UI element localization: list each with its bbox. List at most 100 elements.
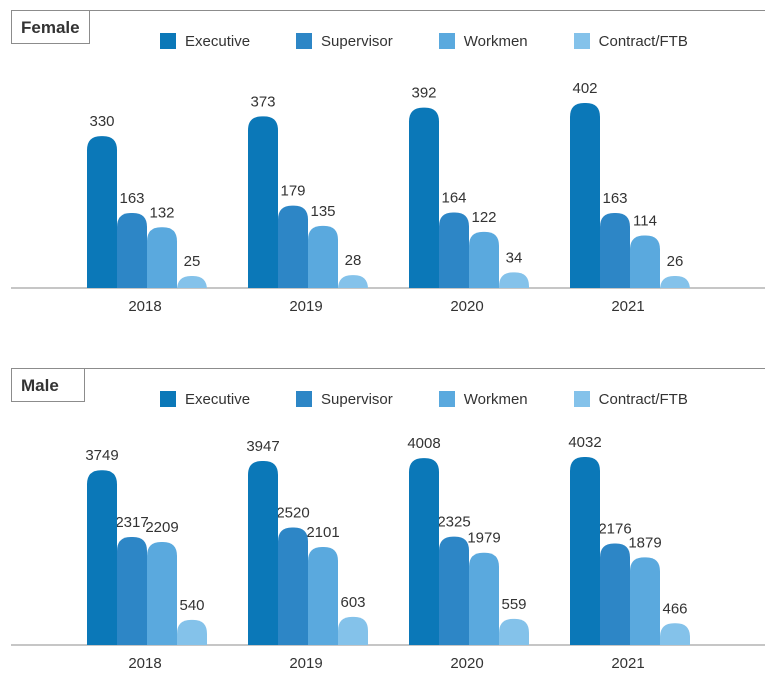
data-label: 2520	[276, 505, 309, 522]
bar-contract-ftb-2019	[338, 275, 368, 290]
data-label: 3947	[246, 438, 279, 455]
legend-label: Workmen	[463, 32, 528, 50]
legend-swatch	[438, 33, 455, 49]
bar-workmen-2020	[469, 231, 499, 288]
legend-swatch	[160, 391, 176, 407]
legend-item-executive: Executive	[160, 391, 250, 408]
data-label: 559	[501, 596, 526, 613]
bar-workmen-2020	[469, 552, 499, 645]
x-tick-label: 2021	[611, 655, 644, 672]
bar-workmen-2021	[630, 235, 660, 288]
legend-item-supervisor: Supervisor	[296, 391, 393, 408]
bar-supervisor-2021	[600, 543, 630, 645]
bar-contract-ftb-2019	[338, 616, 368, 645]
data-label: 135	[310, 203, 335, 220]
legend-swatch	[160, 33, 176, 49]
bar-contract-ftb-2020	[499, 272, 529, 288]
data-label: 1979	[467, 530, 500, 547]
legend-item-contract: Contract/FTB	[573, 32, 688, 50]
bar-workmen-2021	[630, 557, 660, 645]
data-label: 163	[119, 190, 144, 207]
data-label: 466	[662, 600, 687, 617]
legend-label: Supervisor	[321, 32, 393, 50]
panel-divider	[11, 368, 765, 369]
data-label: 4008	[407, 435, 440, 452]
bar-workmen-2019	[308, 225, 338, 288]
data-label: 2209	[145, 519, 178, 536]
legend-swatch	[438, 391, 455, 407]
data-label: 373	[250, 93, 275, 110]
bar-contract-ftb-2018	[177, 276, 207, 290]
data-label: 2317	[115, 514, 148, 531]
bar-supervisor-2019	[278, 527, 308, 645]
legend-label: Workmen	[463, 390, 528, 408]
data-label: 132	[149, 204, 174, 221]
bar-contract-ftb-2021	[660, 276, 690, 290]
bar-executive-2019	[248, 460, 278, 645]
bar-executive-2020	[409, 107, 439, 288]
panel-divider	[11, 10, 765, 11]
data-label: 2176	[598, 521, 631, 538]
legend-swatch	[573, 391, 590, 407]
data-label: 2101	[306, 524, 339, 541]
legend-label: Supervisor	[321, 390, 393, 408]
data-label: 179	[280, 183, 305, 200]
panel-title: Female	[11, 10, 90, 44]
data-label: 163	[602, 190, 627, 207]
legend: Executive Supervisor Workmen Contract/FT…	[160, 32, 688, 50]
legend: Executive Supervisor Workmen Contract/FT…	[160, 390, 688, 408]
bar-supervisor-2018	[117, 212, 147, 288]
data-label: 114	[633, 213, 657, 230]
x-tick-label: 2018	[128, 655, 161, 672]
data-label: 4032	[568, 434, 601, 451]
data-label: 25	[184, 253, 201, 270]
legend-item-executive: Executive	[160, 33, 250, 50]
male-panel: Male Executive Supervisor Workmen Contra…	[0, 368, 778, 678]
data-label: 3749	[85, 447, 118, 464]
bar-contract-ftb-2021	[660, 623, 690, 645]
data-label: 164	[441, 190, 466, 207]
x-tick-label: 2019	[289, 298, 322, 315]
female-panel: Female Executive Supervisor Workmen Cont…	[0, 10, 778, 315]
bar-executive-2019	[248, 116, 278, 289]
data-label: 34	[506, 249, 523, 266]
data-label: 1879	[628, 534, 661, 551]
legend-swatch	[296, 33, 313, 49]
bar-workmen-2018	[147, 227, 177, 288]
legend-label: Contract/FTB	[598, 390, 688, 408]
legend-item-workmen: Workmen	[438, 32, 528, 50]
legend-label: Contract/FTB	[598, 32, 688, 50]
bar-workmen-2019	[308, 547, 338, 645]
x-tick-label: 2020	[450, 655, 483, 672]
data-label: 540	[179, 597, 204, 614]
bar-executive-2018	[87, 136, 117, 288]
bar-executive-2021	[570, 103, 600, 288]
bar-executive-2018	[87, 470, 117, 645]
data-label: 330	[89, 113, 114, 130]
bar-executive-2020	[409, 458, 439, 645]
legend-item-contract: Contract/FTB	[573, 390, 688, 408]
bar-supervisor-2020	[439, 536, 469, 645]
bar-supervisor-2020	[439, 212, 469, 288]
data-label: 26	[667, 253, 684, 270]
bar-executive-2021	[570, 457, 600, 645]
data-label: 392	[411, 85, 436, 102]
bar-supervisor-2018	[117, 536, 147, 645]
bar-contract-ftb-2018	[177, 619, 207, 645]
legend-swatch	[296, 391, 313, 407]
data-label: 2325	[437, 514, 470, 531]
data-label: 603	[340, 594, 365, 611]
data-label: 28	[345, 252, 362, 269]
data-label: 122	[471, 209, 496, 226]
x-tick-label: 2020	[450, 298, 483, 315]
panel-title: Male	[11, 368, 85, 402]
bar-supervisor-2019	[278, 205, 308, 288]
x-tick-label: 2018	[128, 298, 161, 315]
legend-label: Executive	[185, 390, 251, 408]
legend-swatch	[573, 33, 590, 49]
legend-item-supervisor: Supervisor	[296, 33, 393, 50]
legend-label: Executive	[185, 32, 251, 50]
legend-item-workmen: Workmen	[438, 390, 528, 408]
female-bar-chart: 25 132 163 330 2018 28 135 179 373 2019 34 122 164 39…	[11, 80, 765, 315]
